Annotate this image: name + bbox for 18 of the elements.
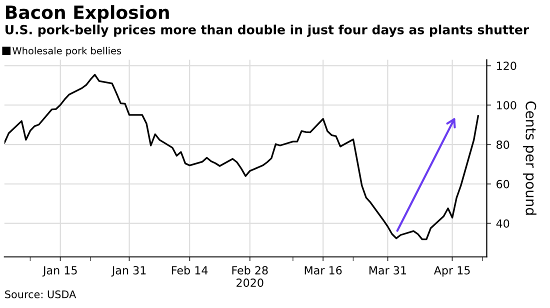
y-tick-label: 120 — [497, 62, 516, 70]
x-tick-label: Feb 28 2020 — [232, 266, 268, 287]
x-tick-label: Mar 16 — [304, 266, 342, 274]
x-tick-label: Jan 31 — [111, 266, 146, 277]
y-axis-title: Cents per pound — [522, 101, 536, 215]
y-tick-label: 80 — [496, 140, 510, 149]
x-tick-label: Jan 15 — [42, 266, 77, 277]
chart-subtitle: U.S. pork-belly prices more than double in just four days as plants shutter — [6, 24, 530, 37]
x-tick-label: Mar 31 — [369, 266, 406, 274]
y-tick-label: 40 — [496, 219, 510, 228]
y-tick-label: 100 — [497, 101, 516, 110]
x-tick-label: Apr 15 — [434, 266, 470, 277]
x-tick-label: Feb 14 — [172, 266, 208, 274]
source-note: Source: USDA — [5, 290, 76, 298]
y-tick-label: 60 — [496, 180, 510, 188]
chart-title: Bacon Explosion — [6, 5, 169, 23]
line-series — [4, 74, 479, 240]
legend-label: Wholesale pork bellies — [12, 46, 122, 56]
